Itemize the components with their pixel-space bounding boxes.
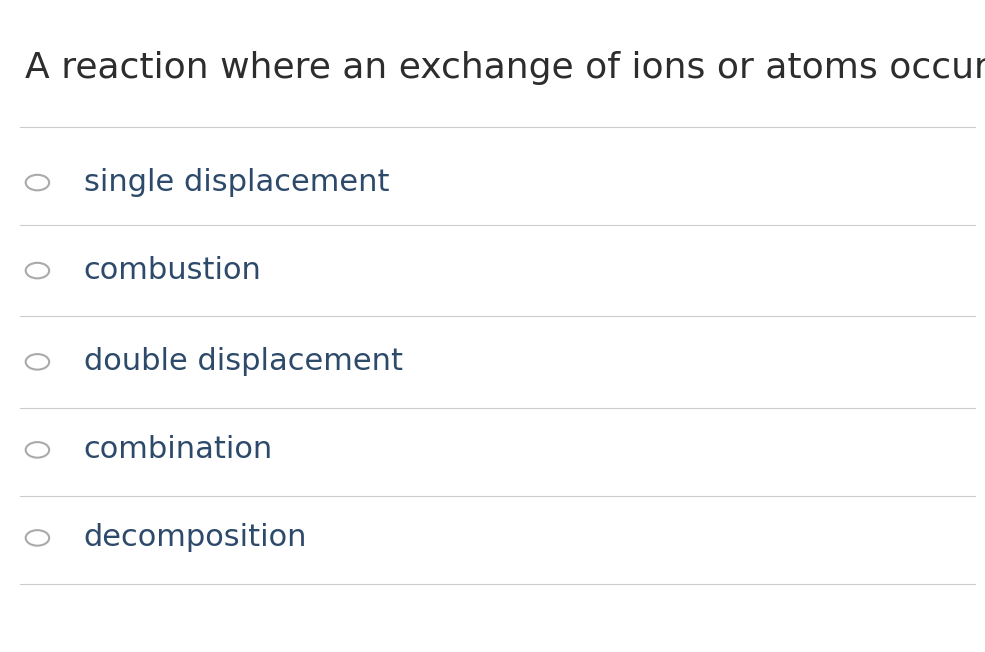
Circle shape: [26, 530, 49, 546]
Text: double displacement: double displacement: [84, 348, 403, 376]
Text: combustion: combustion: [84, 256, 262, 285]
Circle shape: [26, 263, 49, 278]
Text: decomposition: decomposition: [84, 524, 307, 552]
Circle shape: [26, 442, 49, 458]
Circle shape: [26, 175, 49, 190]
Text: single displacement: single displacement: [84, 168, 389, 197]
Text: A reaction where an exchange of ions or atoms occurs.: A reaction where an exchange of ions or …: [25, 52, 985, 85]
Circle shape: [26, 354, 49, 370]
Text: combination: combination: [84, 436, 273, 464]
